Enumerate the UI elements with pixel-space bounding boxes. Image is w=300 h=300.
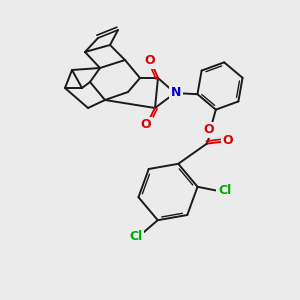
Text: O: O bbox=[223, 134, 233, 147]
Text: Cl: Cl bbox=[218, 184, 231, 197]
Text: O: O bbox=[141, 118, 151, 131]
Text: O: O bbox=[203, 123, 214, 136]
Text: Cl: Cl bbox=[129, 230, 142, 243]
Text: N: N bbox=[171, 85, 181, 98]
Text: O: O bbox=[145, 55, 155, 68]
